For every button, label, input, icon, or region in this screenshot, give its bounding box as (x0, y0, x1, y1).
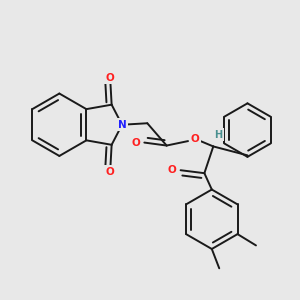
Text: O: O (190, 134, 199, 144)
Text: O: O (106, 167, 115, 176)
Text: O: O (132, 138, 140, 148)
Text: O: O (106, 73, 115, 83)
Text: H: H (214, 130, 223, 140)
Text: O: O (168, 165, 177, 175)
Text: N: N (118, 120, 126, 130)
